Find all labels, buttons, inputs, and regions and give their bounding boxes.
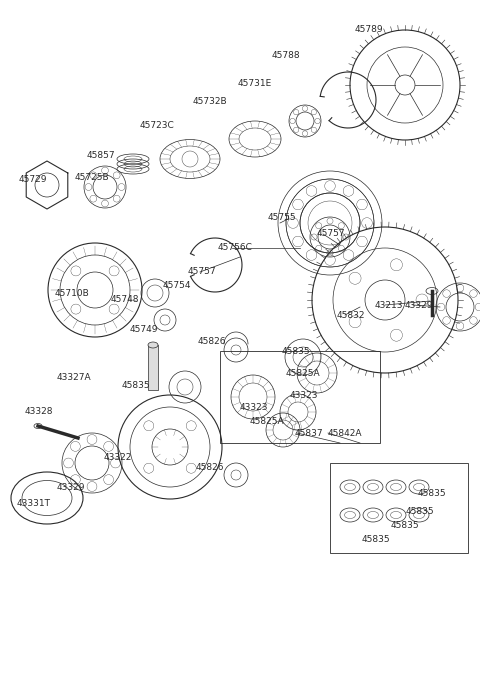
Text: 45732B: 45732B [193,97,228,105]
Text: 45754: 45754 [163,281,192,290]
Text: 45857: 45857 [87,151,116,161]
Text: 45835: 45835 [282,348,311,356]
Text: 45825A: 45825A [250,416,285,425]
Text: 45835: 45835 [406,506,434,516]
Text: 43323: 43323 [290,391,319,400]
Text: 45755: 45755 [268,213,297,221]
Text: 45729: 45729 [19,175,48,184]
Text: 43329: 43329 [57,483,85,491]
Text: 45710B: 45710B [55,288,90,298]
Text: 45789: 45789 [355,26,384,34]
Ellipse shape [148,342,158,348]
Text: 45842A: 45842A [328,429,362,437]
Text: 45837: 45837 [295,429,324,437]
Text: 45835: 45835 [418,489,446,497]
Text: 45825A: 45825A [286,369,321,377]
Bar [148,345,158,390]
Text: 43323: 43323 [240,402,268,412]
Text: 43328: 43328 [25,408,53,416]
Text: 43322: 43322 [104,452,132,462]
Text: 45826: 45826 [198,338,227,346]
Text: 45723C: 45723C [140,122,175,130]
Text: 45725B: 45725B [75,173,109,182]
Bar [220,351,380,443]
Text: 43329: 43329 [405,300,433,310]
Text: 45788: 45788 [272,51,300,59]
Text: 45748: 45748 [111,294,140,304]
Text: 45757: 45757 [317,230,346,238]
Bar [330,463,468,553]
Text: 45731E: 45731E [238,78,272,88]
Text: 45835: 45835 [122,381,151,389]
Text: 45832: 45832 [337,310,365,319]
Text: 43213: 43213 [375,300,404,310]
Text: 43327A: 43327A [57,373,92,381]
Text: 43331T: 43331T [17,500,51,508]
Text: 45757: 45757 [188,267,216,277]
Text: 45826: 45826 [196,462,225,472]
Text: 45835: 45835 [362,535,391,543]
Text: 45835: 45835 [391,522,420,531]
Text: 45756C: 45756C [218,244,253,252]
Text: 45749: 45749 [130,325,158,335]
